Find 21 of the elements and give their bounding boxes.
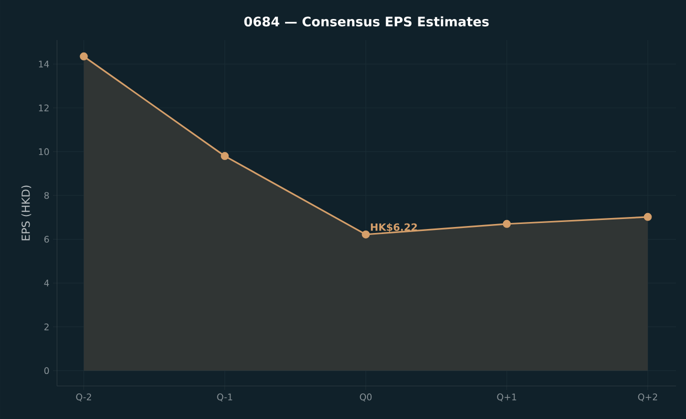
x-tick-label: Q+2 bbox=[638, 394, 658, 402]
y-tick-label: 14 bbox=[39, 60, 49, 68]
point bbox=[644, 212, 652, 221]
x-tick-label: Q0 bbox=[360, 394, 372, 402]
chart-title: 0684 — Consensus EPS Estimates bbox=[244, 16, 489, 26]
point bbox=[502, 220, 511, 228]
x-tick-label: Q+1 bbox=[497, 394, 516, 402]
point bbox=[362, 230, 370, 238]
y-tick-label: 2 bbox=[44, 324, 49, 330]
y-tick-label: 4 bbox=[44, 280, 49, 286]
annotation: HK$6.22 bbox=[370, 223, 417, 232]
point bbox=[80, 52, 88, 60]
y-tick-label: 12 bbox=[39, 104, 49, 112]
y-axis-title: EPS (HKD) bbox=[21, 186, 32, 240]
point bbox=[220, 152, 229, 160]
y-tick-label: 10 bbox=[39, 148, 49, 156]
y-tick-label: 6 bbox=[44, 236, 49, 243]
x-tick-label: Q-2 bbox=[76, 394, 92, 402]
y-tick-label: 8 bbox=[44, 192, 49, 199]
y-tick-label: 0 bbox=[44, 367, 49, 374]
x-tick-label: Q-1 bbox=[217, 394, 232, 402]
